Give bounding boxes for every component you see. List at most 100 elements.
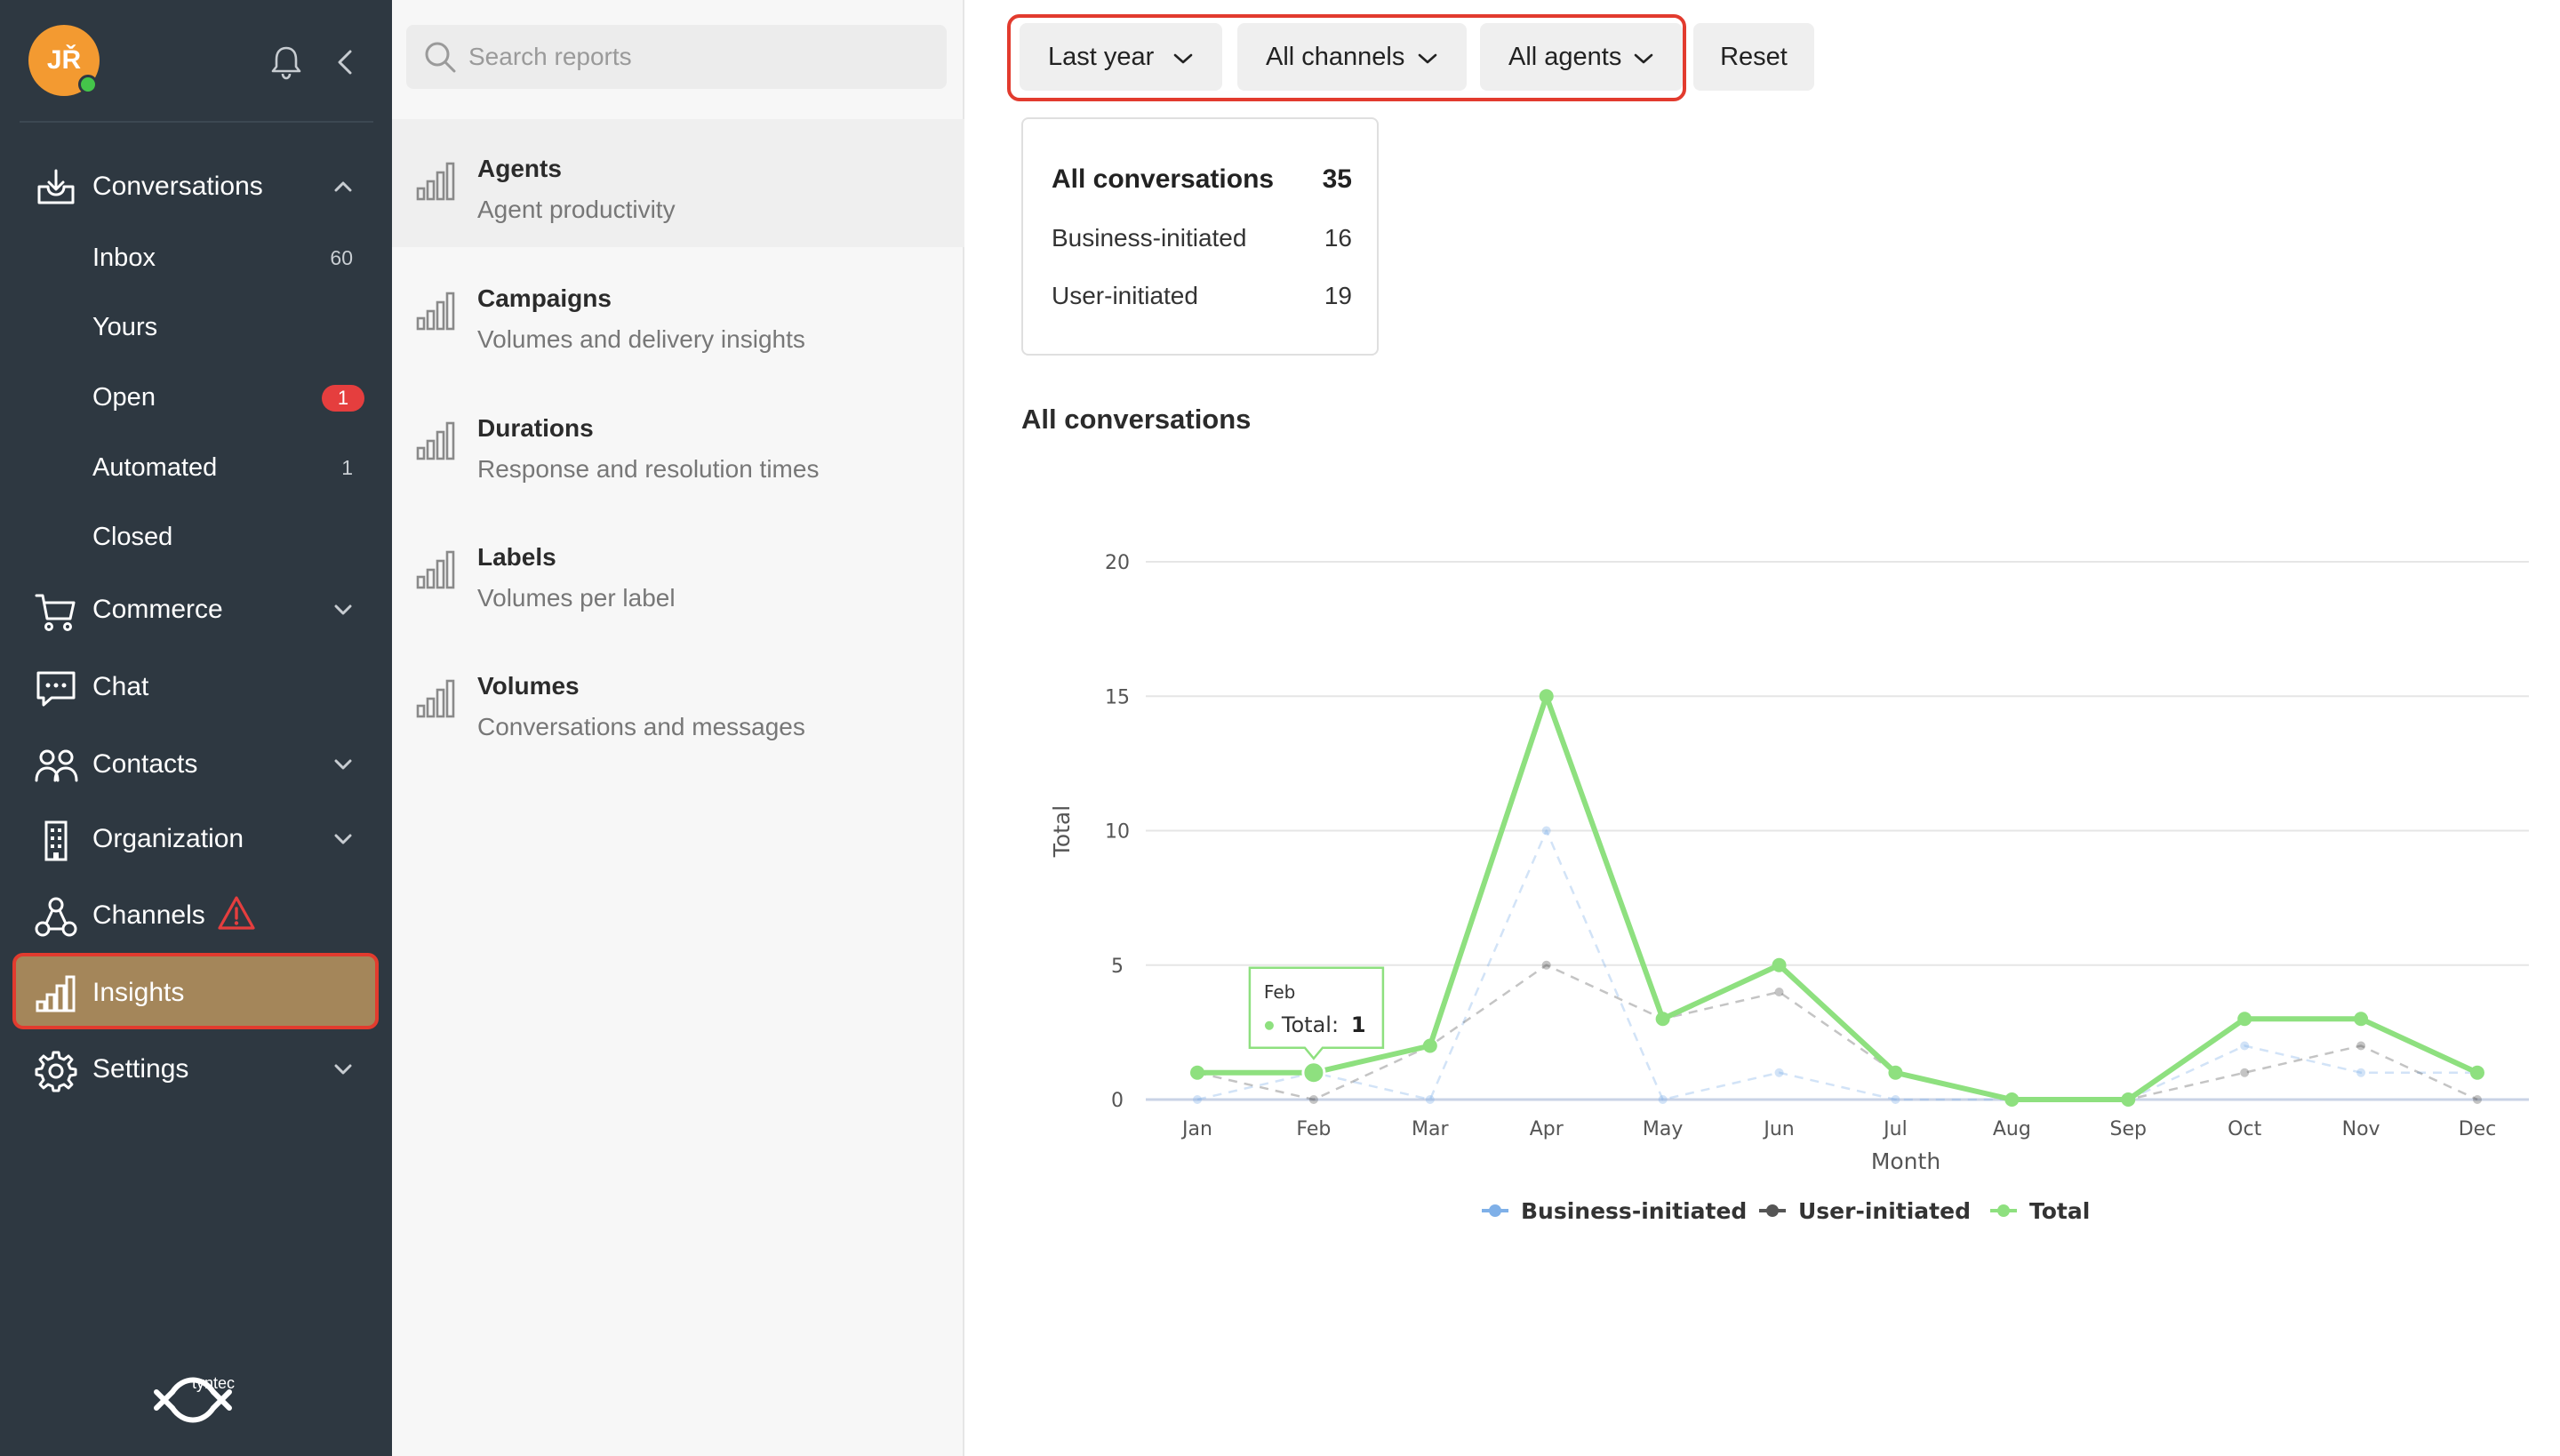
nav-conversations-label: Conversations: [92, 172, 263, 201]
data-point: [1308, 1095, 1318, 1104]
report-item-agents[interactable]: Agents Agent productivity: [392, 119, 964, 247]
data-point: [1772, 957, 1787, 972]
reset-label: Reset: [1720, 43, 1788, 71]
x-tick-label: May: [1643, 1118, 1683, 1140]
sidebar-item-label: Yours: [92, 313, 158, 341]
online-status-dot: [78, 75, 98, 94]
sidebar-item-label: Inbox: [92, 244, 156, 272]
chevron-down-icon: [1418, 53, 1437, 64]
nav-chat[interactable]: Chat: [0, 652, 392, 723]
x-tick-label: Nov: [2342, 1118, 2380, 1140]
nav-settings[interactable]: Settings: [0, 1034, 392, 1105]
search-icon: [425, 42, 456, 73]
channels-network-icon: [35, 897, 77, 937]
nav-contacts[interactable]: Contacts: [0, 729, 392, 800]
tooltip-box: [1248, 966, 1385, 1060]
nav-contacts-label: Contacts: [92, 749, 198, 779]
bar-chart-icon: [416, 162, 455, 201]
contacts-icon: [35, 749, 78, 782]
x-axis-label: Month: [1871, 1148, 1940, 1174]
x-tick-label: Apr: [1530, 1118, 1564, 1140]
summary-label: Business-initiated: [1052, 224, 1247, 252]
data-point: [1193, 1095, 1202, 1104]
chevron-down-icon[interactable]: [331, 1057, 356, 1082]
data-point: [2121, 1092, 2136, 1107]
period-filter-label: Last year: [1048, 43, 1155, 71]
x-tick-label: Aug: [1993, 1118, 2031, 1140]
channels-filter-dropdown[interactable]: All channels: [1237, 23, 1467, 91]
sidebar-item-inbox[interactable]: Inbox 60: [0, 228, 392, 290]
reset-button[interactable]: Reset: [1693, 23, 1814, 91]
chevron-up-icon[interactable]: [331, 174, 356, 199]
report-title: Labels: [477, 543, 556, 571]
x-tick-label: Dec: [2459, 1118, 2497, 1140]
tooltip-category: Feb: [1264, 981, 1295, 1003]
y-tick-label: 20: [1105, 552, 1130, 574]
x-tick-label: Mar: [1412, 1118, 1449, 1140]
sidebar-divider: [20, 121, 373, 123]
data-point: [2473, 1095, 2482, 1104]
warning-icon: [218, 896, 255, 930]
chevron-down-icon[interactable]: [331, 597, 356, 622]
building-icon: [44, 820, 68, 861]
bell-icon[interactable]: [267, 43, 306, 82]
legend-swatch-dot: [1997, 1204, 2010, 1217]
main-content: Last year All channels All agents Reset …: [966, 0, 2560, 1456]
period-filter-dropdown[interactable]: Last year: [1020, 23, 1222, 91]
bar-chart-icon: [416, 550, 455, 589]
sidebar-item-label: Automated: [92, 453, 218, 482]
data-point: [1541, 960, 1551, 970]
avatar[interactable]: JŘ: [28, 25, 100, 96]
nav-insights-label: Insights: [92, 978, 185, 1007]
x-tick-label: Feb: [1296, 1118, 1331, 1140]
data-point: [1425, 1095, 1435, 1104]
data-point: [1658, 1095, 1668, 1104]
nav-organization-label: Organization: [92, 824, 244, 853]
nav-channels[interactable]: Channels: [0, 880, 392, 951]
unread-badge: 1: [322, 385, 364, 412]
y-tick-label: 0: [1111, 1090, 1124, 1112]
sidebar-item-closed[interactable]: Closed: [0, 507, 392, 569]
search-box[interactable]: [406, 25, 947, 89]
gear-icon: [35, 1051, 77, 1092]
chevron-down-icon: [1634, 53, 1653, 64]
agents-filter-dropdown[interactable]: All agents: [1480, 23, 1683, 91]
report-item-campaigns[interactable]: Campaigns Volumes and delivery insights: [392, 249, 964, 377]
data-point: [2240, 1068, 2250, 1077]
nav-insights[interactable]: Insights: [0, 957, 392, 1028]
nav-commerce[interactable]: Commerce: [0, 574, 392, 645]
report-subtitle: Agent productivity: [477, 196, 676, 223]
report-item-durations[interactable]: Durations Response and resolution times: [392, 379, 964, 507]
agents-filter-label: All agents: [1508, 43, 1622, 71]
report-title: Durations: [477, 414, 594, 442]
nav-chat-label: Chat: [92, 672, 149, 701]
chevron-down-icon[interactable]: [331, 827, 356, 852]
data-point: [2356, 1041, 2366, 1051]
y-axis-label: Total: [1049, 805, 1075, 858]
x-tick-label: Sep: [2110, 1118, 2147, 1140]
report-item-labels[interactable]: Labels Volumes per label: [392, 508, 964, 636]
search-input[interactable]: [468, 37, 931, 76]
data-point: [1422, 1038, 1437, 1053]
nav-organization[interactable]: Organization: [0, 804, 392, 875]
sidebar-item-open[interactable]: Open 1: [0, 367, 392, 429]
nav-channels-label: Channels: [92, 900, 205, 930]
report-item-volumes[interactable]: Volumes Conversations and messages: [392, 636, 964, 764]
shopping-cart-icon: [35, 594, 76, 631]
data-point: [1539, 689, 1554, 704]
sidebar-item-yours[interactable]: Yours: [0, 297, 392, 359]
tyntec-logo-icon: [154, 1377, 232, 1423]
summary-value: 16: [1324, 224, 1352, 252]
sidebar: JŘ Conversations Inbox 60: [0, 0, 392, 1456]
data-point: [2354, 1012, 2369, 1027]
chevron-down-icon[interactable]: [331, 752, 356, 777]
data-point: [1888, 1065, 1903, 1080]
summary-card: All conversations 35 Business-initiated …: [1021, 117, 1379, 356]
highlighted-point: [1301, 1060, 1326, 1085]
sidebar-item-automated[interactable]: Automated 1: [0, 437, 392, 500]
summary-row-user: User-initiated 19: [1052, 278, 1352, 314]
y-tick-label: 15: [1105, 686, 1130, 708]
nav-conversations[interactable]: Conversations: [0, 151, 392, 222]
bar-chart-icon: [416, 421, 455, 460]
collapse-sidebar-icon[interactable]: [329, 44, 361, 80]
